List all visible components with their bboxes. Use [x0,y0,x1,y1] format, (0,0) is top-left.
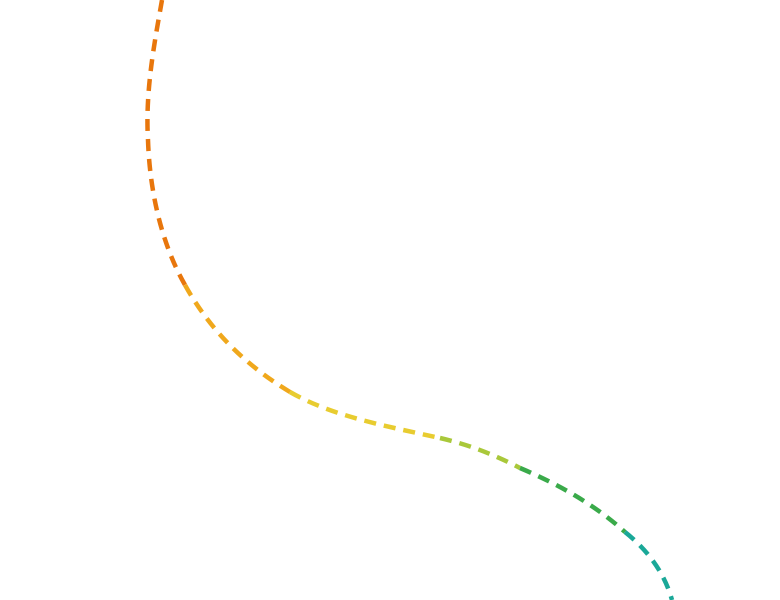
curve-segment-orange [145,0,187,287]
curve-segment-yellow [288,390,441,441]
curve-segment-lime [439,435,522,470]
curve-segment-teal [623,530,675,600]
curve-segment-green [519,465,627,534]
curve-segment-amber [183,283,292,394]
